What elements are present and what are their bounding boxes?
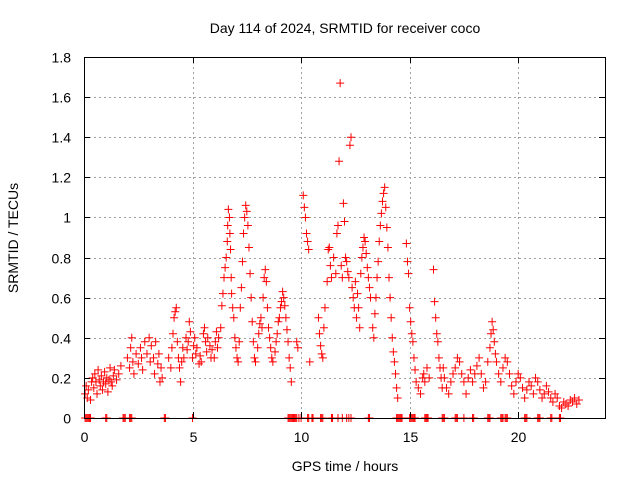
y-tick-label: 1 xyxy=(63,210,71,226)
chart-background xyxy=(0,0,640,480)
y-tick-label: 1.8 xyxy=(52,50,72,66)
x-axis-label: GPS time / hours xyxy=(292,458,399,474)
x-tick-label: 5 xyxy=(190,429,198,445)
y-tick-label: 0.8 xyxy=(52,251,72,267)
y-tick-label: 0.2 xyxy=(52,371,72,387)
chart-title: Day 114 of 2024, SRMTID for receiver coc… xyxy=(210,20,481,36)
x-tick-label: 15 xyxy=(403,429,419,445)
y-tick-label: 0 xyxy=(63,411,71,427)
x-tick-label: 10 xyxy=(294,429,310,445)
y-tick-label: 1.2 xyxy=(52,170,72,186)
x-tick-label: 0 xyxy=(81,429,89,445)
y-tick-label: 0.6 xyxy=(52,291,72,307)
y-tick-label: 0.4 xyxy=(52,331,72,347)
srmtid-chart: 0 0.2 0.4 0.6 0.8 1 1.2 1.4 1.6 1.8 0 5 10 15 20 Day 1… xyxy=(0,0,640,480)
y-tick-label: 1.6 xyxy=(52,90,72,106)
y-axis-label: SRMTID / TECUs xyxy=(5,183,21,293)
x-tick-label: 20 xyxy=(511,429,527,445)
y-tick-label: 1.4 xyxy=(52,130,72,146)
